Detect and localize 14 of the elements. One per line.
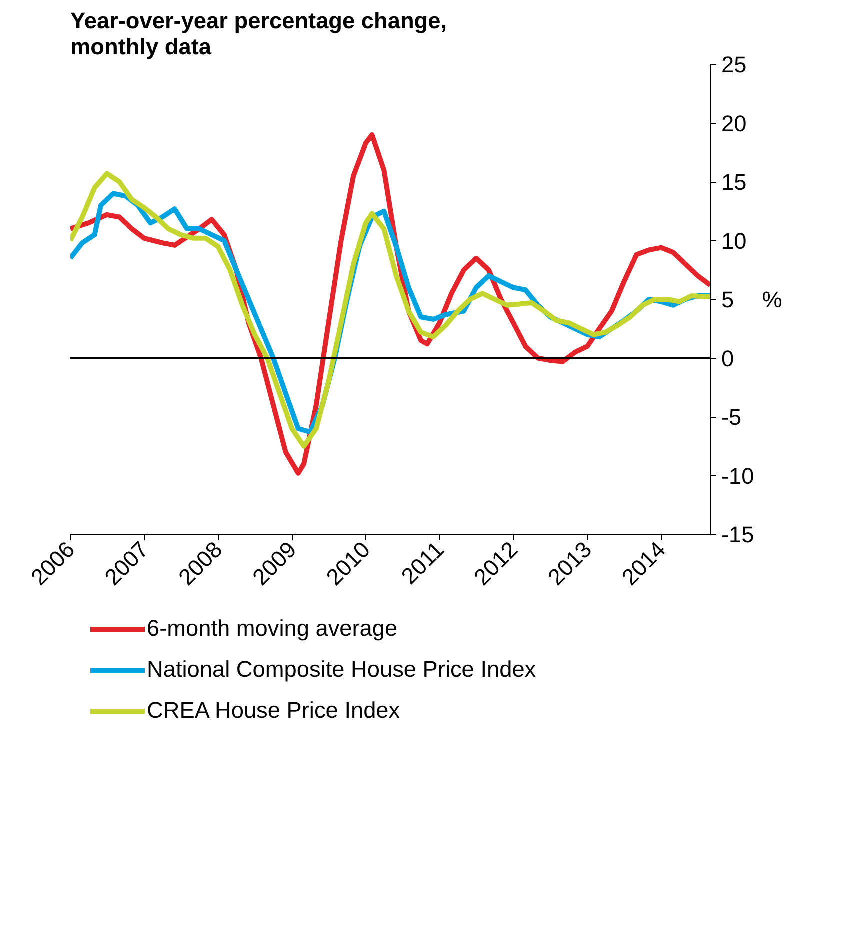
y-tick-label: 25 [722, 52, 747, 78]
legend-label: 6-month moving average [147, 615, 398, 642]
y-tick-label: 5 [722, 286, 734, 312]
y-tick-label: 20 [722, 110, 747, 136]
y-tick-label: -5 [722, 404, 742, 430]
y-tick-label: -10 [722, 462, 754, 489]
y-axis-title: % [762, 286, 782, 312]
legend-label: CREA House Price Index [147, 697, 400, 724]
chart-title: Year-over-year percentage change, monthly data [70, 8, 448, 60]
y-tick-label: 15 [722, 169, 747, 195]
y-tick-label: 10 [722, 228, 747, 254]
y-tick-label: 0 [722, 345, 734, 372]
legend-label: National Composite House Price Index [147, 656, 536, 683]
y-tick-label: -15 [722, 522, 754, 548]
